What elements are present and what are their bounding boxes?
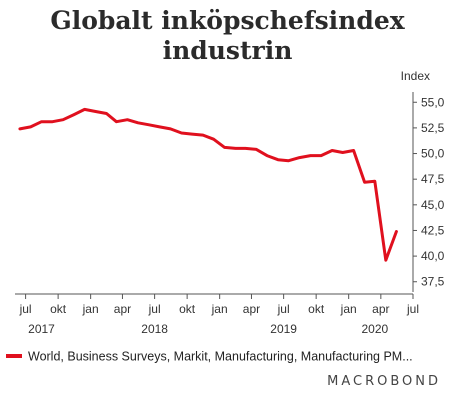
year-label: 2018 [141,322,168,336]
macrobond-logo: MACROBOND [327,374,441,389]
legend-label: World, Business Surveys, Markit, Manufac… [28,349,413,364]
year-label: 2019 [270,322,297,336]
x-tick-label: apr [243,302,260,316]
series-line-world-pmi [18,107,398,262]
x-tick-label: jul [277,302,290,316]
y-axis-unit-label: Index [401,69,430,83]
x-tick-label: apr [372,302,389,316]
x-ticks: jul okt jan apr jul okt jan apr jul okt jan apr jul [19,294,419,316]
line-chart: Index 37,5 40,0 42,5 45,0 47,5 50,0 52,5 55,0 j… [15,69,445,336]
x-tick-label: okt [308,302,325,316]
x-tick-label: jan [82,302,99,316]
y-tick-label: 52,5 [421,121,445,135]
x-tick-label: jan [340,302,357,316]
year-labels: 2017 2018 2019 2020 [28,322,388,336]
y-tick-label: 50,0 [421,147,445,161]
y-tick-label: 47,5 [421,172,445,186]
y-tick-label: 55,0 [421,95,445,109]
x-tick-label: apr [114,302,131,316]
x-tick-label: jul [148,302,161,316]
x-tick-label: jul [406,302,419,316]
y-ticks: 37,5 40,0 42,5 45,0 47,5 50,0 52,5 55,0 [413,95,445,289]
x-tick-label: okt [50,302,67,316]
legend-swatch [6,353,22,358]
y-tick-label: 37,5 [421,275,445,289]
chart-title-line-2: industrin [162,36,293,65]
year-label: 2020 [361,322,388,336]
y-tick-label: 40,0 [421,249,445,263]
chart-title: Globalt inköpschefsindex industrin [0,6,455,66]
legend: World, Business Surveys, Markit, Manufac… [6,348,451,364]
chart-title-line-1: Globalt inköpschefsindex [50,6,405,35]
y-tick-label: 45,0 [421,198,445,212]
x-tick-label: jan [211,302,228,316]
y-tick-label: 42,5 [421,223,445,237]
x-tick-label: okt [179,302,196,316]
year-label: 2017 [28,322,55,336]
x-tick-label: jul [19,302,32,316]
